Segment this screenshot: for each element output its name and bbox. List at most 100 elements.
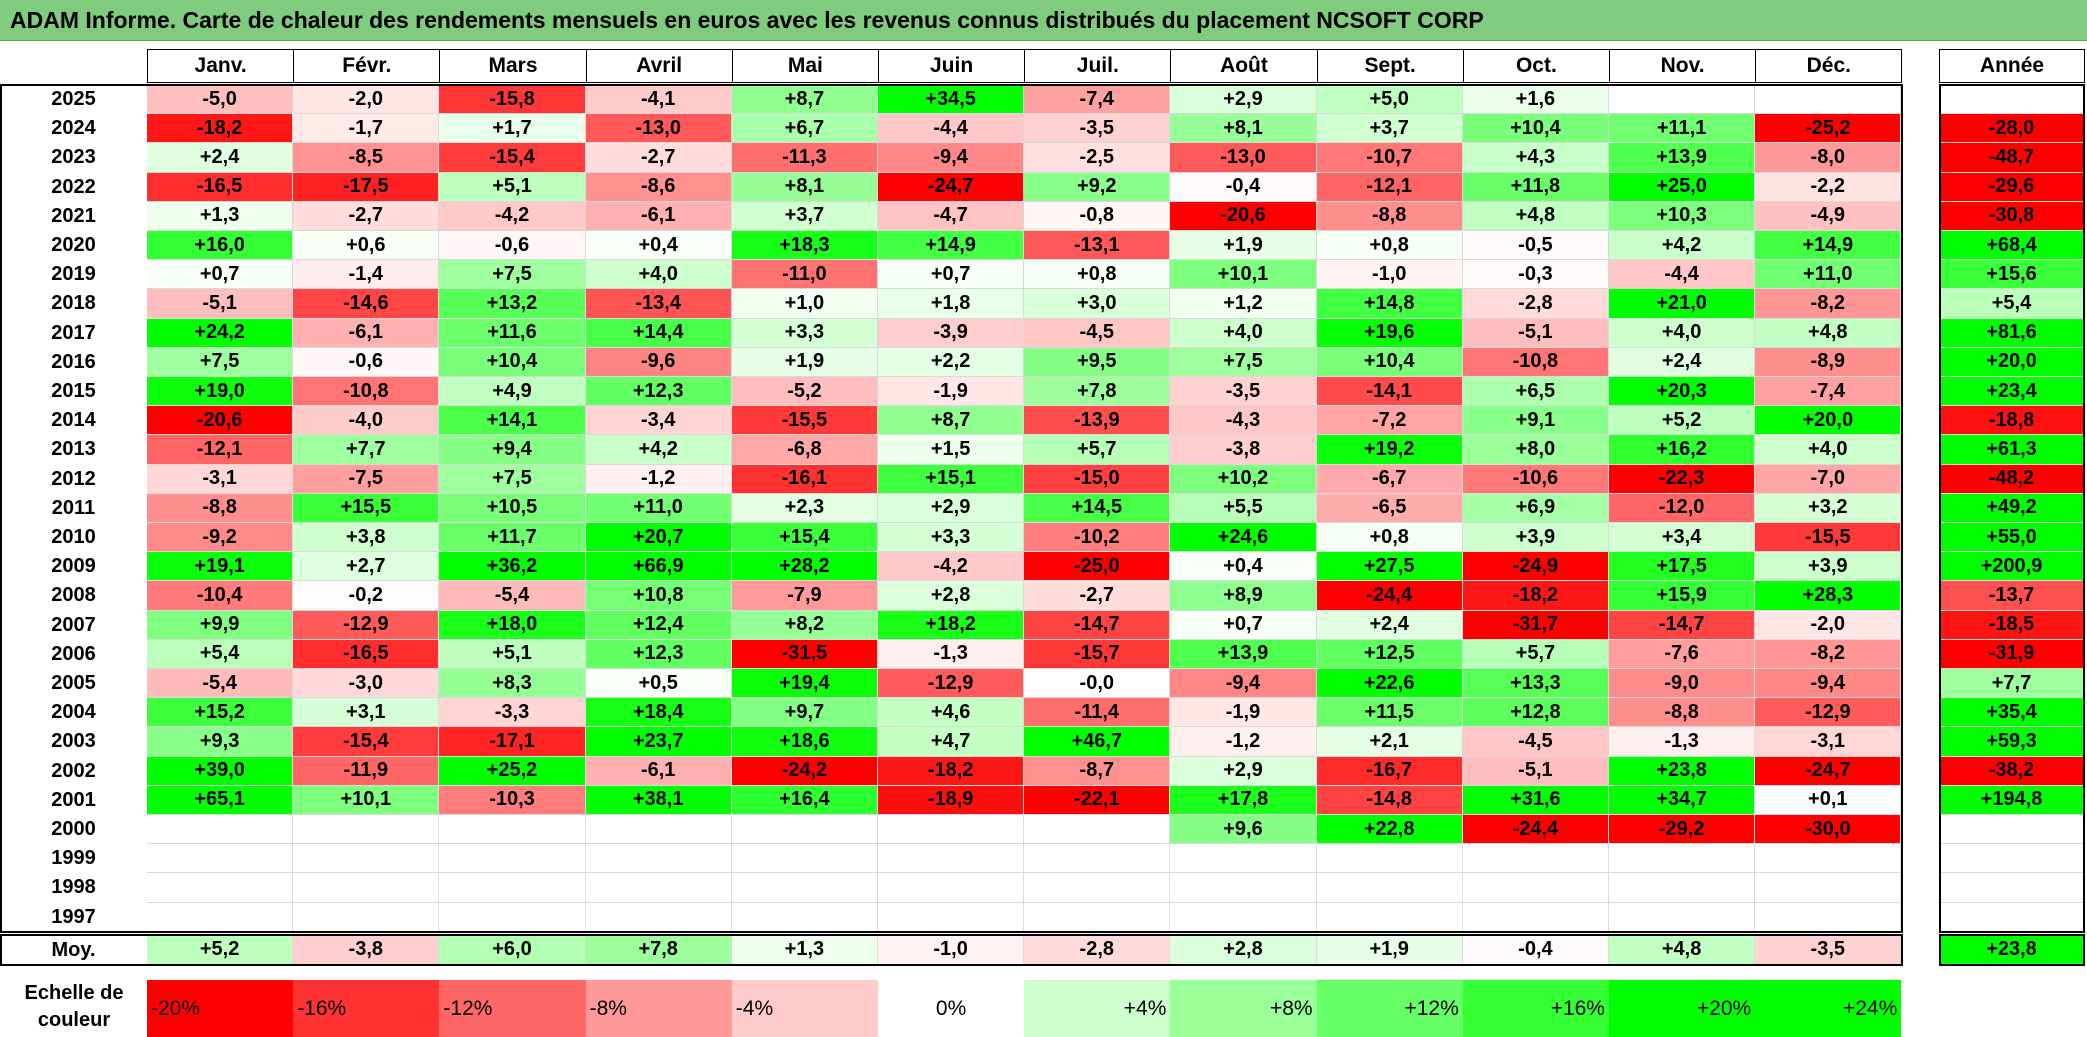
heatmap-cell: -31,5 <box>731 639 878 669</box>
heatmap-cell: -16,5 <box>293 639 440 669</box>
heatmap-cell <box>878 815 1025 845</box>
average-cell: +1,3 <box>731 935 878 965</box>
month-header: Juin <box>878 49 1026 83</box>
year-label: 2017 <box>51 321 96 344</box>
heatmap-cell: -25,2 <box>1755 114 1902 144</box>
heatmap-cell: +2,9 <box>1170 756 1317 786</box>
heatmap-cell: -1,2 <box>585 464 732 494</box>
heatmap-cell: +8,2 <box>731 610 878 640</box>
heatmap-cell: -3,5 <box>1170 377 1317 407</box>
heatmap-cell <box>1609 844 1756 874</box>
annual-cell: +49,2 <box>1939 493 2085 523</box>
heatmap-cell: +11,1 <box>1609 114 1756 144</box>
heatmap-cell: -5,1 <box>1462 756 1609 786</box>
heatmap-cell <box>1024 844 1171 874</box>
heatmap-cell: +15,1 <box>878 464 1025 494</box>
heatmap-cell: +12,5 <box>1316 639 1463 669</box>
heatmap-cell: +13,9 <box>1170 639 1317 669</box>
heatmap-cell: -1,2 <box>1170 727 1317 757</box>
heatmap-cell: -1,0 <box>1316 260 1463 290</box>
heatmap-cell: +13,2 <box>439 289 586 319</box>
heatmap-cell <box>147 873 294 903</box>
heatmap-cell: +19,4 <box>731 669 878 699</box>
heatmap-cell: +9,4 <box>439 435 586 465</box>
heatmap-cell: -12,0 <box>1609 493 1756 523</box>
heatmap-cell <box>1170 844 1317 874</box>
scale-swatch: -8% <box>585 980 732 1037</box>
heatmap-cell: +46,7 <box>1024 727 1171 757</box>
heatmap-cell: -22,3 <box>1609 464 1756 494</box>
heatmap-cell: +11,7 <box>439 523 586 553</box>
heatmap-cell <box>731 815 878 845</box>
heatmap-cell: +2,4 <box>1316 610 1463 640</box>
heatmap-cell: -4,2 <box>439 201 586 231</box>
heatmap-cell: -24,2 <box>731 756 878 786</box>
scale-swatch: +12% <box>1316 980 1463 1037</box>
heatmap-cell: -3,1 <box>1755 727 1902 757</box>
heatmap-cell: -11,4 <box>1024 698 1171 728</box>
heatmap-cell: +0,4 <box>585 231 732 261</box>
heatmap-cell <box>1316 873 1463 903</box>
heatmap-cell: -24,9 <box>1462 552 1609 582</box>
heatmap-cell: +4,0 <box>1170 318 1317 348</box>
heatmap-cell: -11,3 <box>731 143 878 173</box>
heatmap-cell: +3,2 <box>1755 493 1902 523</box>
average-label: Moy. <box>51 938 96 961</box>
heatmap-cell <box>1609 873 1756 903</box>
heatmap-cell: -25,0 <box>1024 552 1171 582</box>
heatmap-cell: +5,7 <box>1024 435 1171 465</box>
heatmap-cell <box>147 844 294 874</box>
heatmap-cell: +4,3 <box>1462 143 1609 173</box>
month-header: Juil. <box>1024 49 1172 83</box>
heatmap-cell: +1,3 <box>147 201 294 231</box>
heatmap-cell: -11,0 <box>731 260 878 290</box>
heatmap-cell: -8,8 <box>147 493 294 523</box>
heatmap-cell <box>878 844 1025 874</box>
heatmap-cell: +8,7 <box>731 85 878 115</box>
heatmap-cell: -1,3 <box>878 639 1025 669</box>
year-label: 1998 <box>51 876 96 899</box>
heatmap-cell: -3,4 <box>585 406 732 436</box>
heatmap-cell <box>731 873 878 903</box>
month-header: Sept. <box>1316 49 1464 83</box>
annual-cell: +23,4 <box>1939 377 2085 407</box>
annual-cell: +61,3 <box>1939 435 2085 465</box>
heatmap-cell: -0,6 <box>293 347 440 377</box>
year-label: 2021 <box>51 204 96 227</box>
heatmap-cell: -13,9 <box>1024 406 1171 436</box>
heatmap-cell: +10,2 <box>1170 464 1317 494</box>
annual-cell: -18,5 <box>1939 610 2085 640</box>
heatmap-cell: +3,9 <box>1462 523 1609 553</box>
heatmap-cell: -1,7 <box>293 114 440 144</box>
heatmap-cell: +19,6 <box>1316 318 1463 348</box>
heatmap-cell: +31,6 <box>1462 785 1609 815</box>
heatmap-cell: -3,3 <box>439 698 586 728</box>
heatmap-cell: -3,8 <box>1170 435 1317 465</box>
heatmap-cell: +14,9 <box>1755 231 1902 261</box>
heatmap-cell: +1,6 <box>1462 85 1609 115</box>
heatmap-cell: +1,9 <box>1170 231 1317 261</box>
month-header: Mars <box>439 49 587 83</box>
heatmap-cell: +9,5 <box>1024 347 1171 377</box>
heatmap-cell: +3,4 <box>1609 523 1756 553</box>
heatmap-cell <box>878 873 1025 903</box>
heatmap-cell <box>1316 902 1463 932</box>
heatmap-cell: +8,1 <box>1170 114 1317 144</box>
year-label: 2016 <box>51 350 96 373</box>
heatmap-cell: +12,8 <box>1462 698 1609 728</box>
month-header: Août <box>1170 49 1318 83</box>
heatmap-cell: -14,7 <box>1609 610 1756 640</box>
heatmap-cell: -0,0 <box>1024 669 1171 699</box>
heatmap-cell: -4,1 <box>585 85 732 115</box>
heatmap-cell <box>585 902 732 932</box>
heatmap-cell: +4,7 <box>878 727 1025 757</box>
year-label: 2000 <box>51 818 96 841</box>
heatmap-cell: +9,1 <box>1462 406 1609 436</box>
heatmap-cell: -14,6 <box>293 289 440 319</box>
heatmap-cell <box>1024 815 1171 845</box>
heatmap-cell <box>1462 844 1609 874</box>
scale-swatch: +4% <box>1024 980 1171 1037</box>
heatmap-cell: -6,1 <box>293 318 440 348</box>
heatmap-cell <box>585 815 732 845</box>
heatmap-cell: +15,9 <box>1609 581 1756 611</box>
